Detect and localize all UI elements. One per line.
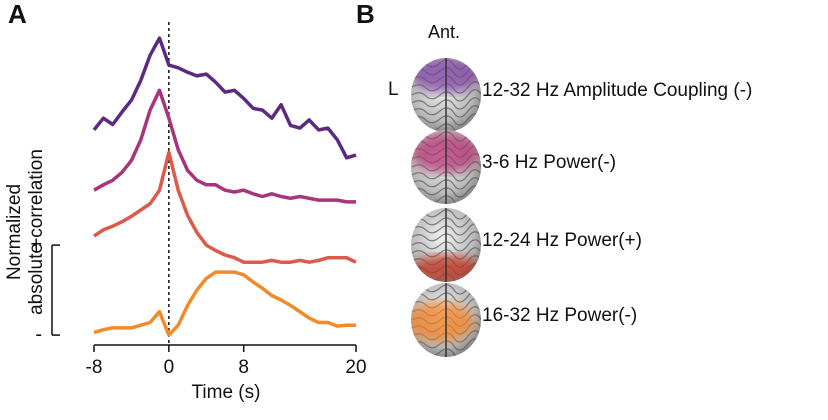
brain-image xyxy=(411,283,481,357)
gyrus xyxy=(411,113,481,126)
brain-row-label: 16-32 Hz Power(-) xyxy=(482,305,637,326)
gyrus xyxy=(411,290,481,303)
brain-image xyxy=(411,130,481,204)
panel-label: A xyxy=(8,0,27,29)
panel-label: B xyxy=(356,0,375,29)
series-line xyxy=(92,36,357,160)
brain-image xyxy=(411,58,481,132)
gyrus xyxy=(411,239,481,252)
brain-row-label: 12-24 Hz Power(+) xyxy=(482,230,642,251)
x-tick-label: -8 xyxy=(86,357,103,378)
brain-image xyxy=(411,208,481,282)
brain-row-label: 12-32 Hz Amplitude Coupling (-) xyxy=(482,80,752,101)
series-line xyxy=(93,150,357,264)
x-axis-label: Time (s) xyxy=(192,382,261,403)
x-tick-label: 20 xyxy=(345,357,366,378)
brain-row-label: 3-6 Hz Power(-) xyxy=(482,152,616,173)
gyrus xyxy=(411,231,481,244)
series-line xyxy=(93,88,356,204)
x-tick-label: 0 xyxy=(164,357,175,378)
y-tick-label: + xyxy=(30,233,42,255)
gyrus xyxy=(411,177,481,190)
brain-surface xyxy=(411,130,481,204)
y-axis-label: Normalized xyxy=(4,184,25,280)
gyrus xyxy=(411,247,481,260)
series-line xyxy=(93,270,356,337)
y-tick-label: - xyxy=(35,323,42,345)
gyrus xyxy=(411,185,481,198)
gyrus xyxy=(411,97,481,110)
y-axis-label: absolute correlation xyxy=(26,149,47,315)
x-tick-label: 8 xyxy=(238,357,249,378)
anterior-label: Ant. xyxy=(428,22,460,42)
side-label: L xyxy=(388,79,399,100)
gyrus xyxy=(411,223,481,236)
gyrus xyxy=(411,105,481,118)
brain-surface xyxy=(411,208,481,282)
brain-surface xyxy=(411,58,481,132)
gyrus xyxy=(411,215,481,228)
activation-overlay xyxy=(411,302,474,342)
